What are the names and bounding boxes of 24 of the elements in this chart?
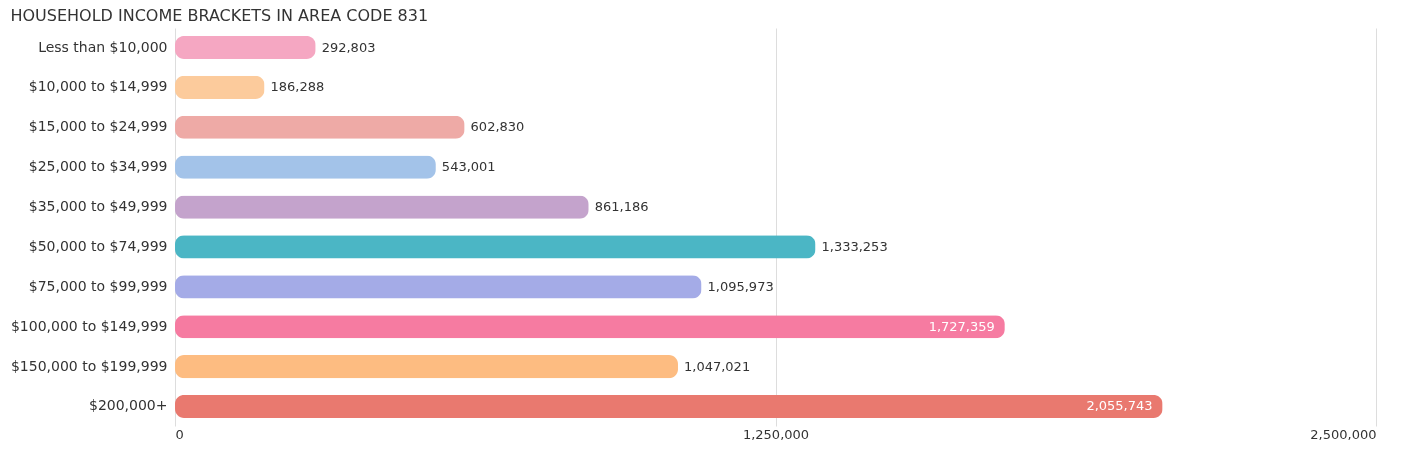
chart-title: HOUSEHOLD INCOME BRACKETS IN AREA CODE 831 — [10, 6, 429, 25]
y-tick-label: $50,000 to $74,999 — [28, 237, 168, 254]
x-tick-label: 0 — [175, 426, 184, 442]
data-label: 292,803 — [321, 39, 376, 55]
data-label: 602,830 — [470, 119, 525, 135]
data-label: 2,055,743 — [1086, 398, 1153, 414]
data-label: 186,288 — [270, 79, 325, 95]
data-label: 1,333,253 — [821, 238, 888, 254]
x-tick-label: 2,500,000 — [1310, 426, 1377, 442]
y-tick-label: $25,000 to $34,999 — [28, 158, 168, 175]
data-label: 1,047,021 — [683, 358, 751, 374]
y-tick-label: $10,000 to $14,999 — [28, 78, 168, 95]
y-tick-label: $200,000+ — [88, 397, 168, 414]
y-tick-label: $75,000 to $99,999 — [28, 277, 168, 294]
y-tick-label: $35,000 to $49,999 — [28, 198, 168, 215]
y-tick-label: $100,000 to $149,999 — [10, 317, 168, 334]
data-label: 1,727,359 — [928, 318, 995, 334]
y-tick-label: $150,000 to $199,999 — [10, 357, 168, 374]
data-label: 1,095,973 — [707, 278, 774, 294]
y-tick-label: $15,000 to $24,999 — [28, 118, 168, 135]
data-label: 543,001 — [441, 159, 496, 175]
data-label: 861,186 — [594, 199, 649, 215]
y-tick-label: Less than $10,000 — [38, 38, 168, 55]
x-tick-label: 1,250,000 — [742, 426, 810, 442]
